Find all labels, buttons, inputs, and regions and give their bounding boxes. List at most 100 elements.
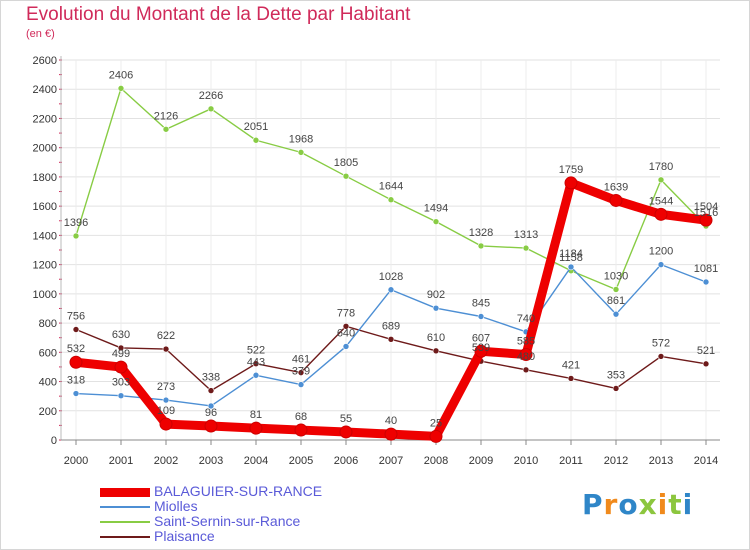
legend-swatch (100, 536, 150, 538)
data-label: 861 (607, 295, 625, 307)
legend-swatch (100, 521, 150, 523)
data-point (432, 304, 440, 312)
data-point (159, 417, 173, 431)
x-tick-label: 2004 (244, 455, 268, 467)
data-point (339, 425, 353, 439)
series-3 (72, 322, 710, 394)
data-label: 68 (295, 411, 307, 423)
data-point (252, 360, 260, 368)
x-tick-label: 2005 (289, 455, 313, 467)
data-label: 353 (607, 369, 625, 381)
data-label: 1030 (604, 270, 628, 282)
data-label: 539 (472, 342, 490, 354)
x-tick-label: 2002 (154, 455, 178, 467)
data-point (297, 381, 305, 388)
data-point (432, 347, 440, 355)
data-label: 40 (385, 415, 397, 427)
x-tick-label: 2000 (64, 455, 88, 467)
x-tick-label: 2008 (424, 455, 448, 467)
y-tick-label: 2600 (33, 55, 57, 67)
data-point (699, 213, 713, 227)
data-label: 421 (562, 359, 580, 371)
data-point (522, 244, 530, 252)
data-point (252, 136, 260, 144)
data-point (72, 326, 80, 333)
data-point (654, 207, 668, 221)
label-layer: 532 499 109 96 81 68 55 40 25 607 585 1759 1639 1544 1… (64, 69, 718, 429)
data-label: 522 (247, 345, 265, 357)
data-point (297, 149, 305, 156)
y-tick-label: 2400 (33, 84, 57, 96)
data-label: 2126 (154, 110, 178, 122)
series-layer (69, 85, 713, 443)
legend-swatch (100, 506, 150, 508)
data-point (252, 371, 260, 379)
axis-layer: 0 200 400 600 800 1000 1200 1400 1600 1800 2000 220… (33, 55, 720, 467)
data-point (429, 429, 443, 443)
y-tick-label: 2000 (33, 143, 57, 155)
data-point (294, 423, 308, 437)
data-point (519, 348, 533, 361)
data-label: 2406 (109, 69, 133, 81)
legend-label: Plaisance (154, 528, 215, 544)
y-tick-label: 400 (39, 377, 57, 389)
data-label: 443 (247, 356, 265, 368)
data-point (702, 278, 710, 286)
data-point (72, 232, 80, 240)
data-point (612, 286, 620, 293)
data-point (117, 85, 125, 92)
y-tick-label: 1200 (33, 260, 57, 272)
data-label: 640 (337, 327, 355, 339)
data-label: 499 (112, 348, 130, 360)
data-label: 1644 (379, 181, 403, 193)
x-tick-label: 2007 (379, 455, 403, 467)
series-1 (72, 261, 710, 410)
data-point (207, 402, 215, 410)
data-point (387, 335, 395, 343)
chart-title: Evolution du Montant de la Dette par Hab… (26, 4, 411, 25)
data-point (162, 396, 170, 404)
data-point (477, 242, 485, 250)
data-label: 480 (517, 351, 535, 363)
legend-label: Saint-Sernin-sur-Rance (154, 513, 301, 529)
data-point (657, 261, 665, 268)
data-point (432, 218, 440, 225)
data-label: 461 (292, 354, 310, 366)
data-label: 610 (427, 332, 445, 344)
data-point (564, 176, 578, 190)
chart-unit: (en €) (26, 28, 55, 40)
data-label: 756 (67, 311, 85, 323)
data-label: 585 (517, 336, 535, 348)
data-point (204, 419, 218, 433)
data-label: 1516 (694, 207, 718, 219)
data-label: 630 (112, 329, 130, 341)
data-point (522, 366, 530, 374)
data-label: 1759 (559, 164, 583, 176)
data-point (207, 105, 215, 113)
data-label: 318 (67, 375, 85, 387)
data-label: 25 (430, 417, 442, 429)
data-point (609, 193, 623, 207)
data-point (162, 345, 170, 353)
data-point (384, 427, 398, 441)
data-label: 1313 (514, 229, 538, 241)
data-point (387, 196, 395, 204)
data-point (612, 310, 620, 318)
data-label: 2266 (199, 90, 223, 102)
line-chart: 0 200 400 600 800 1000 1200 1400 1600 1800 2000 220… (33, 55, 720, 467)
data-label: 902 (427, 289, 445, 301)
y-tick-label: 0 (51, 435, 57, 447)
data-label: 338 (202, 372, 220, 384)
x-tick-label: 2003 (199, 455, 223, 467)
data-point (612, 385, 620, 392)
y-tick-label: 1000 (33, 289, 57, 301)
data-label: 740 (517, 313, 535, 325)
data-label: 1200 (649, 246, 673, 258)
data-point (387, 286, 395, 294)
data-label: 845 (472, 298, 490, 310)
data-point (567, 263, 575, 271)
x-tick-label: 2010 (514, 455, 538, 467)
data-label: 1081 (694, 263, 718, 275)
data-point (117, 392, 125, 400)
data-point (114, 360, 128, 374)
